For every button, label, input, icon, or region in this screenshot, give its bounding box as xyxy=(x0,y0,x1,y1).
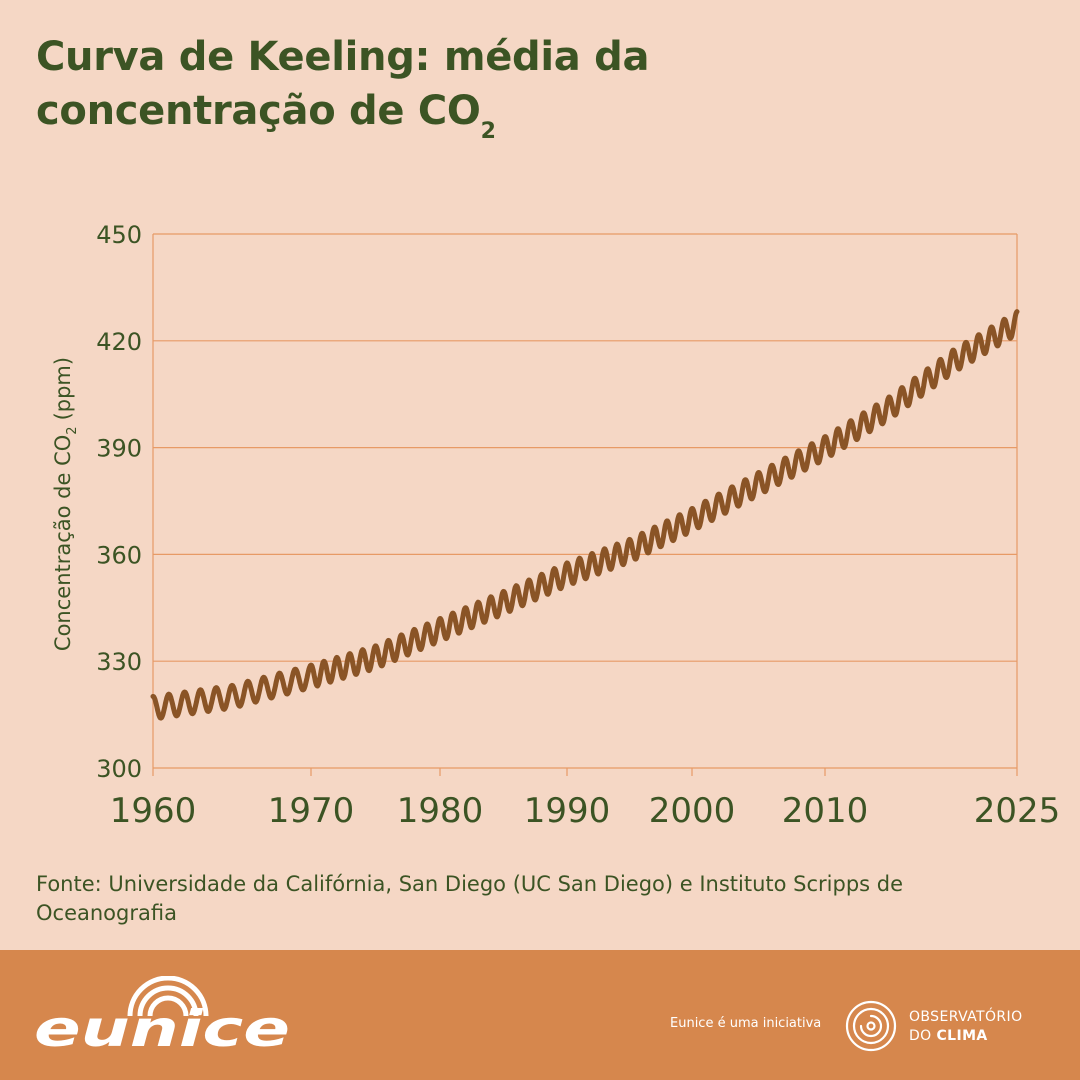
title-line-1: Curva de Keeling: média da xyxy=(36,34,650,80)
page-title: Curva de Keeling: média da concentração d… xyxy=(36,30,936,145)
x-tick-label: 1980 xyxy=(397,791,484,831)
y-tick-label: 390 xyxy=(96,435,142,463)
x-tick-label: 1970 xyxy=(268,791,355,831)
x-tick-labels: 1960 1970 1980 1990 2000 2010 2025 xyxy=(110,791,1061,831)
title-line-2: concentração de CO xyxy=(36,88,481,134)
footer-band: eunice Eunice é uma iniciativa OBSERVATÓ… xyxy=(0,950,1080,1080)
x-tick-label: 2025 xyxy=(974,791,1061,831)
y-tick-label: 450 xyxy=(96,221,142,249)
eunice-wordmark: eunice xyxy=(34,1000,290,1052)
y-axis-label-unit: (ppm) xyxy=(51,357,75,421)
y-tick-label: 360 xyxy=(96,541,142,569)
title-subscript: 2 xyxy=(480,119,496,144)
partner-name-line-2b: CLIMA xyxy=(936,1028,988,1044)
y-tick-label: 420 xyxy=(96,328,142,356)
y-tick-labels: 300 330 360 390 420 450 xyxy=(96,221,142,783)
observatorio-clima-logo xyxy=(845,1000,897,1052)
x-tick-label: 1960 xyxy=(110,791,197,831)
source-note: Fonte: Universidade da Califórnia, San D… xyxy=(36,872,904,925)
x-tick-label: 1990 xyxy=(524,791,611,831)
y-axis-label: Concentração de CO2 (ppm) xyxy=(51,357,80,651)
partner-name: OBSERVATÓRIO DO CLIMA xyxy=(909,1008,1023,1046)
eunice-logo: eunice xyxy=(34,976,290,1052)
partner-name-line-1: OBSERVATÓRIO xyxy=(909,1009,1023,1025)
y-axis-label-sub: 2 xyxy=(65,426,80,434)
x-tick-label: 2000 xyxy=(649,791,736,831)
initiative-tagline: Eunice é uma iniciativa xyxy=(670,1016,822,1031)
co2-series-line xyxy=(150,309,1020,721)
partner-name-line-2a: DO xyxy=(909,1028,932,1044)
y-tick-label: 300 xyxy=(96,755,142,783)
grid-layer xyxy=(152,233,1018,776)
y-axis-label-main: Concentração de CO xyxy=(51,435,75,651)
keeling-chart: 300 330 360 390 420 450 1960 1970 1980 1990 2000 2… xyxy=(51,221,1061,831)
y-tick-label: 330 xyxy=(96,648,142,676)
x-tick-label: 2010 xyxy=(782,791,869,831)
